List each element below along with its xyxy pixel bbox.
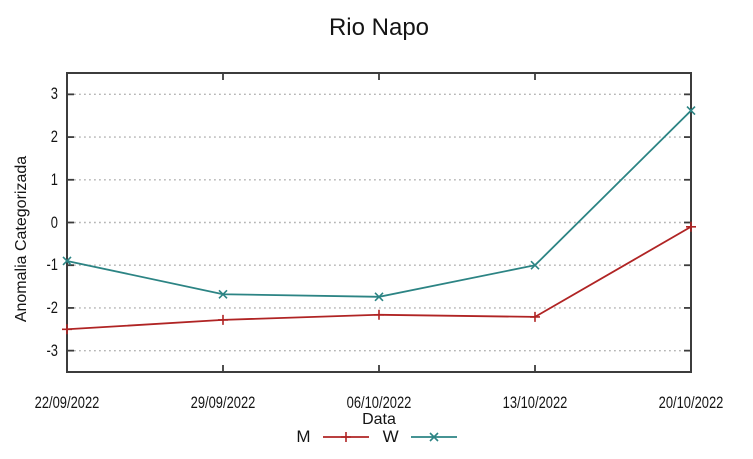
cross-marker-icon: [62, 256, 72, 266]
legend: M W: [0, 428, 753, 446]
plus-marker-icon: [218, 314, 228, 325]
cross-marker-icon: [686, 106, 696, 116]
cross-marker-icon: [429, 432, 439, 442]
series-W: [62, 106, 696, 302]
x-axis-label: Data: [362, 411, 396, 428]
series-line: [66, 109, 692, 298]
legend-sample-w-line-icon: [410, 432, 457, 442]
legend-item-w: W: [383, 428, 457, 446]
cross-marker-icon: [218, 289, 228, 299]
plus-marker-icon: [62, 324, 72, 335]
plus-marker-icon: [686, 221, 696, 232]
legend-sample-m-line-icon: [322, 432, 369, 442]
series-M: [62, 221, 696, 335]
legend-label-m: M: [296, 427, 311, 446]
chart-title: Rio Napo: [328, 14, 430, 41]
legend-item-m: M: [296, 427, 369, 446]
plus-marker-icon: [530, 311, 540, 322]
cross-marker-icon: [530, 260, 540, 270]
plus-marker-icon: [340, 432, 351, 442]
legend-label-w: W: [382, 427, 399, 446]
plus-marker-icon: [374, 309, 384, 320]
cross-marker-icon: [374, 292, 384, 302]
